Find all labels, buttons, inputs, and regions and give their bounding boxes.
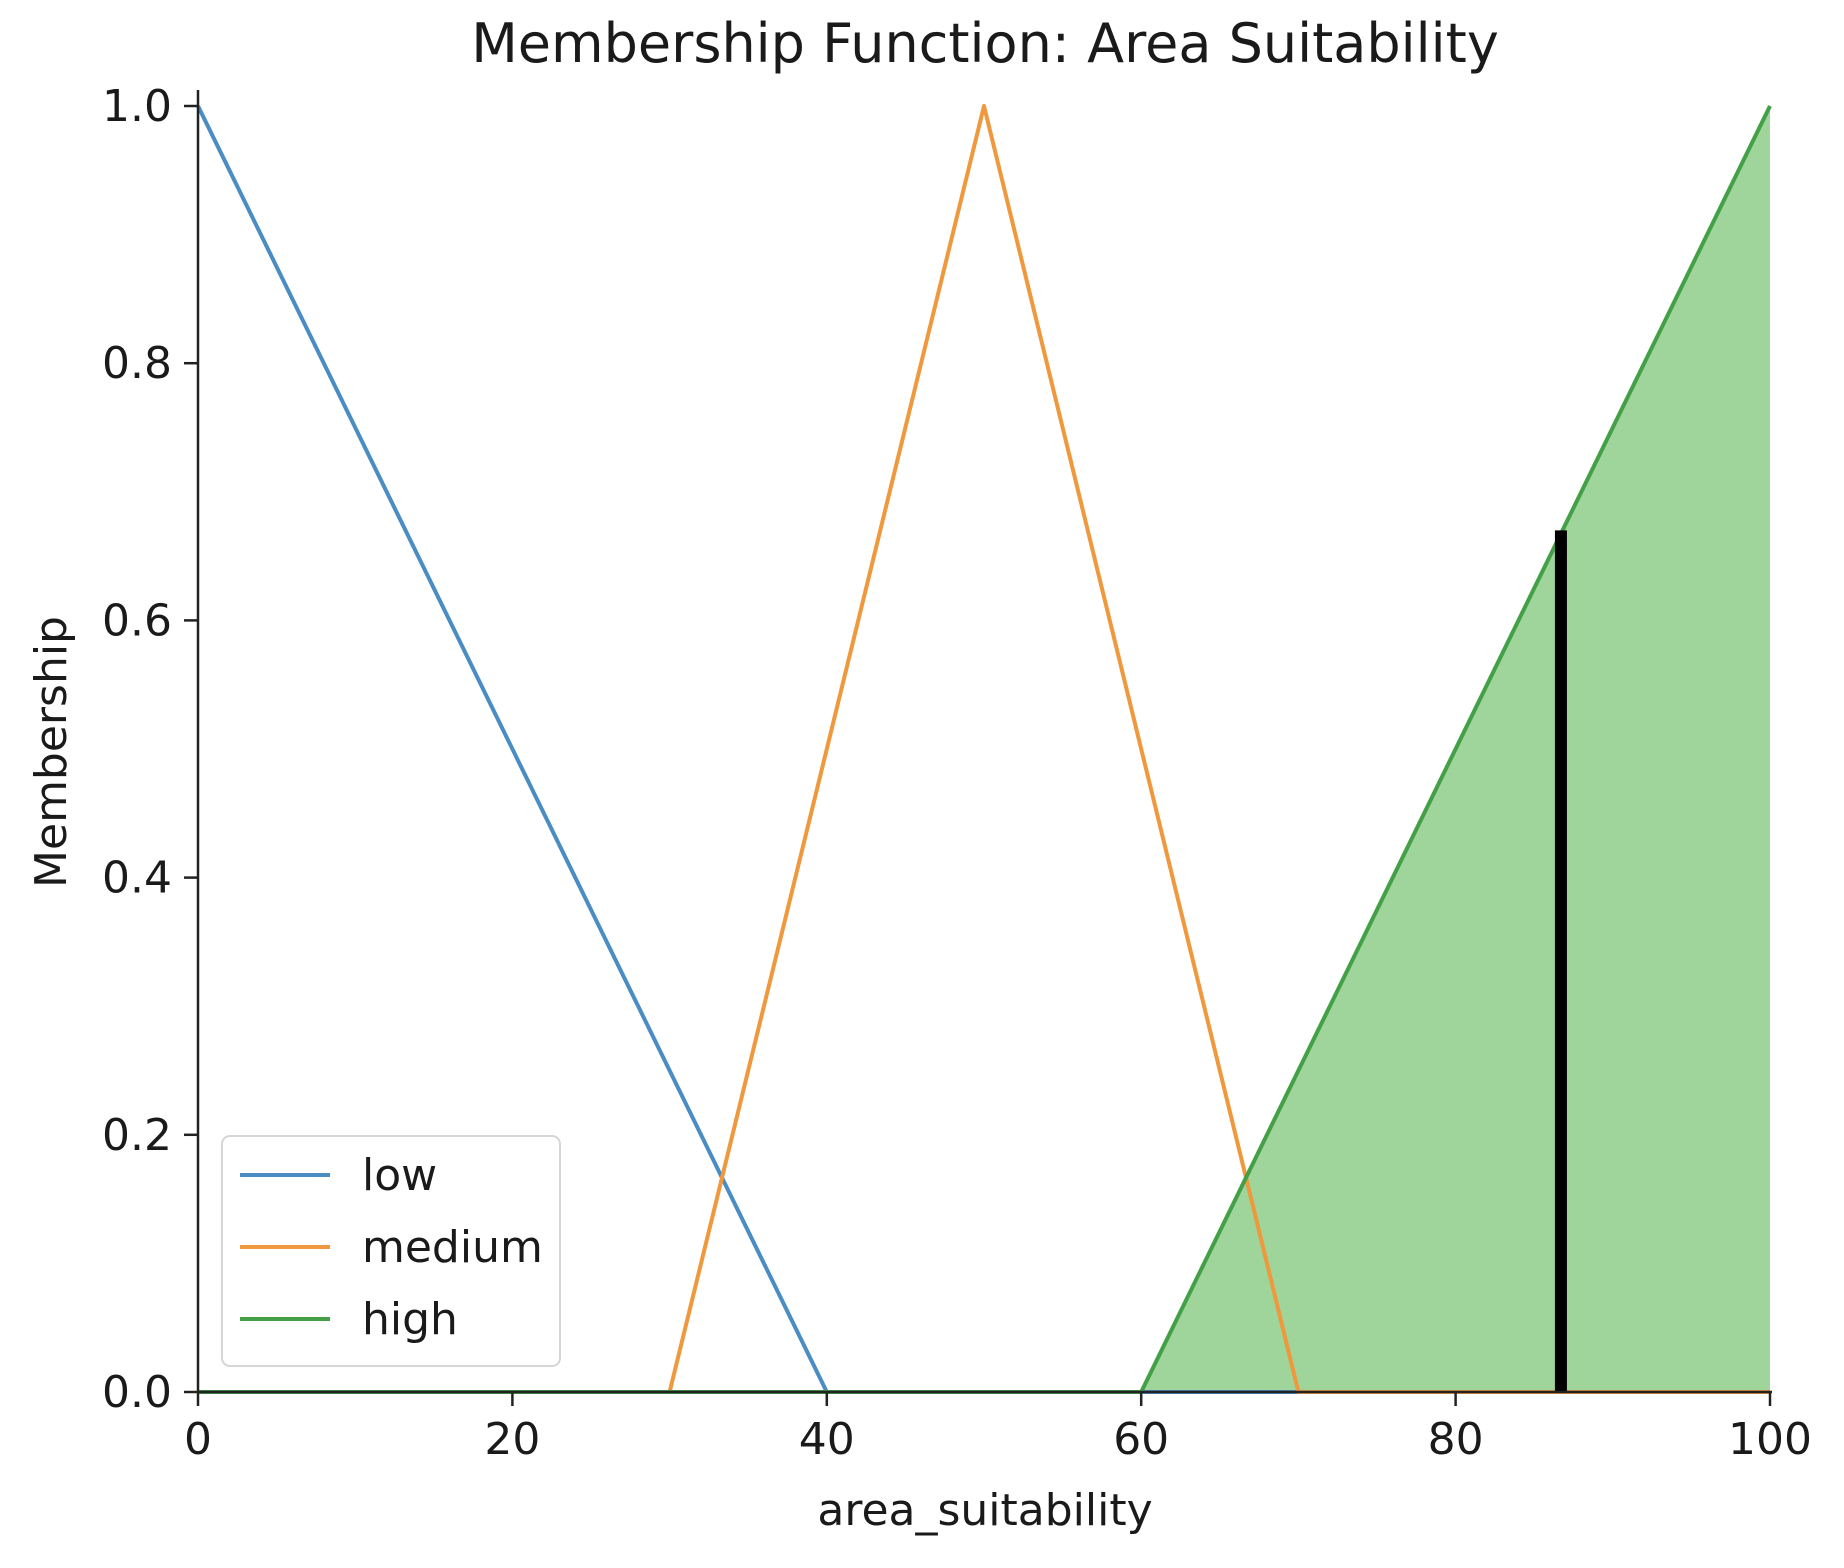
y-tick-label: 0.2 (102, 1110, 172, 1161)
y-tick-label: 0.0 (102, 1367, 172, 1418)
x-tick-label: 100 (1728, 1414, 1812, 1465)
axes-layer (196, 90, 1772, 1394)
y-axis-title: Membership (26, 616, 77, 888)
legend-label-low: low (362, 1150, 437, 1201)
legend-label-high: high (362, 1294, 458, 1345)
legend-label-medium: medium (362, 1222, 543, 1273)
y-tick-label: 0.6 (102, 595, 172, 646)
legend-box (221, 1135, 561, 1367)
x-tick-label: 40 (799, 1414, 855, 1465)
chart-title: Membership Function: Area Suitability (471, 12, 1499, 75)
legend: low medium high (221, 1135, 561, 1367)
x-tick-label: 0 (184, 1414, 212, 1465)
x-tick-label: 60 (1113, 1414, 1169, 1465)
ticks-layer: 0 20 40 60 80 100 0.0 0.2 0.4 0.6 0.8 1.0 (102, 81, 1812, 1465)
x-axis-title: area_suitability (817, 1485, 1152, 1536)
y-tick-label: 0.8 (102, 338, 172, 389)
x-tick-label: 80 (1428, 1414, 1484, 1465)
x-tick-label: 20 (484, 1414, 540, 1465)
y-tick-label: 0.4 (102, 853, 172, 904)
y-tick-label: 1.0 (102, 81, 172, 132)
